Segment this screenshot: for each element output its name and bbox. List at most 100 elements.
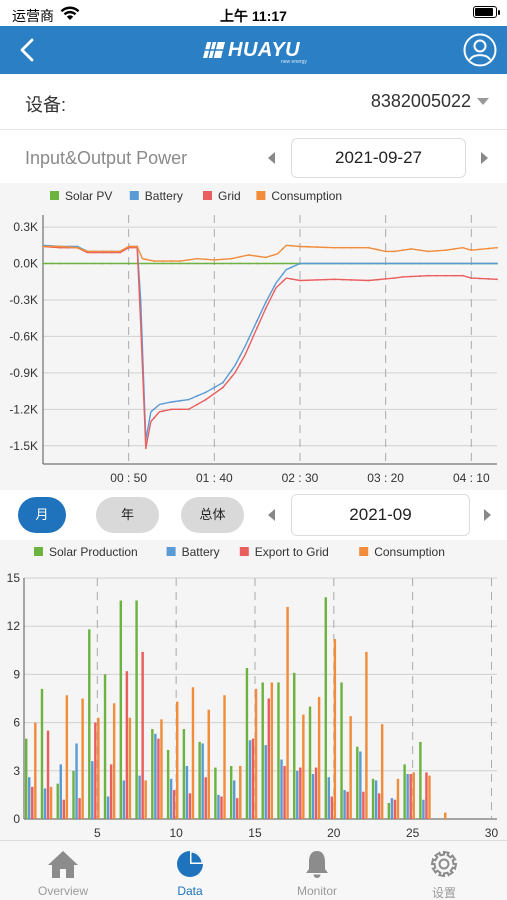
y-tick-label: -0.3K [9, 293, 38, 307]
series-point [470, 262, 473, 265]
series-point [187, 408, 190, 411]
series-point [213, 392, 216, 395]
pie-chart-icon [177, 851, 203, 877]
series-point [196, 395, 199, 397]
series-point [496, 246, 498, 249]
bar-solar-production [324, 597, 327, 819]
prev-day-icon[interactable] [268, 152, 275, 164]
period-tab-total[interactable]: 总体 [181, 497, 244, 533]
bar-solar-production [293, 672, 296, 819]
bar-export-to-grid [393, 799, 397, 819]
user-profile-icon[interactable] [463, 33, 497, 67]
series-point [179, 399, 181, 402]
bar-consumption [444, 812, 447, 819]
bar-consumption [396, 778, 400, 819]
bar-consumption [380, 724, 384, 819]
x-tick-label: 25 [406, 826, 420, 840]
series-point [470, 277, 473, 280]
series-point [273, 290, 276, 293]
gear-icon [430, 850, 458, 878]
series-line-battery [42, 244, 497, 440]
series-point [144, 447, 147, 450]
series-point [127, 245, 130, 248]
bar-battery [201, 743, 204, 819]
status-bar: 运营商 上午 11:17 [0, 0, 507, 26]
tab-monitor[interactable]: Monitor [254, 841, 380, 900]
series-point [204, 258, 207, 261]
series-point [350, 246, 353, 249]
bar-export-to-grid [283, 765, 286, 819]
x-tick-label: 01 : 40 [196, 471, 233, 485]
legend-swatch-2 [239, 547, 249, 556]
series-point [393, 277, 396, 280]
series-point [478, 248, 481, 251]
tab-settings[interactable]: 设置 [381, 841, 507, 900]
bar-consumption [428, 775, 431, 819]
series-point [264, 307, 267, 310]
bar-export-to-grid [62, 799, 66, 819]
series-point [461, 246, 464, 249]
bar-solar-production [72, 770, 75, 819]
period-tab-year[interactable]: 年 [96, 497, 159, 533]
day-date-picker[interactable]: 2021-09-27 [291, 138, 466, 178]
bar-consumption [223, 695, 226, 819]
series-point [487, 247, 490, 250]
series-point [401, 275, 404, 278]
legend-label-1: Battery [145, 189, 183, 203]
series-point [256, 262, 259, 265]
bar-battery [106, 796, 110, 819]
chevron-down-icon[interactable] [477, 98, 489, 105]
series-point [290, 278, 293, 280]
tab-overview[interactable]: Overview [0, 841, 126, 900]
series-point [470, 249, 473, 252]
bar-consumption [128, 717, 132, 819]
series-point [487, 278, 490, 280]
y-tick-label: 0.3K [13, 220, 38, 234]
series-point [359, 262, 361, 265]
prev-month-icon[interactable] [268, 509, 275, 521]
series-point [350, 262, 353, 265]
series-point [333, 262, 336, 265]
tab-overview-label: Overview [37, 884, 88, 898]
series-point [264, 262, 267, 265]
series-point [341, 262, 344, 265]
next-month-icon[interactable] [484, 509, 491, 521]
bell-icon [306, 851, 328, 878]
bar-consumption [317, 696, 321, 819]
bar-battery [91, 761, 94, 819]
series-point [239, 262, 241, 265]
series-point [153, 407, 156, 410]
series-point [436, 262, 438, 265]
series-point [221, 262, 224, 265]
series-point [144, 262, 147, 265]
bar-battery [169, 778, 173, 819]
next-day-icon[interactable] [481, 152, 488, 164]
series-point [179, 262, 181, 265]
series-point [436, 274, 438, 277]
power-section-header: Input&Output Power 2021-09-27 [0, 131, 507, 183]
month-date-picker[interactable]: 2021-09 [291, 494, 470, 536]
device-selector[interactable]: 设备: 8382005022 [0, 74, 507, 130]
series-point [213, 258, 216, 261]
series-point [136, 245, 139, 248]
series-point [427, 250, 430, 253]
bar-solar-production [371, 778, 375, 819]
y-tick-label: 12 [7, 619, 21, 633]
bar-export-to-grid [78, 798, 81, 819]
device-serial[interactable]: 8382005022 [370, 91, 471, 111]
series-point [410, 275, 413, 278]
wifi-icon [60, 6, 80, 20]
period-tab-month[interactable]: 月 [18, 497, 66, 533]
bar-solar-production [214, 767, 217, 819]
back-arrow-icon[interactable] [14, 36, 42, 64]
bar-battery [311, 774, 315, 819]
bar-solar-production [356, 746, 359, 819]
bar-solar-production [277, 682, 280, 819]
bar-battery [138, 775, 141, 819]
series-point [204, 262, 207, 265]
series-point [453, 262, 456, 265]
bar-consumption [34, 722, 37, 819]
series-point [213, 386, 216, 389]
tab-data[interactable]: Data [127, 841, 253, 900]
power-section-title: Input&Output Power [25, 148, 188, 168]
